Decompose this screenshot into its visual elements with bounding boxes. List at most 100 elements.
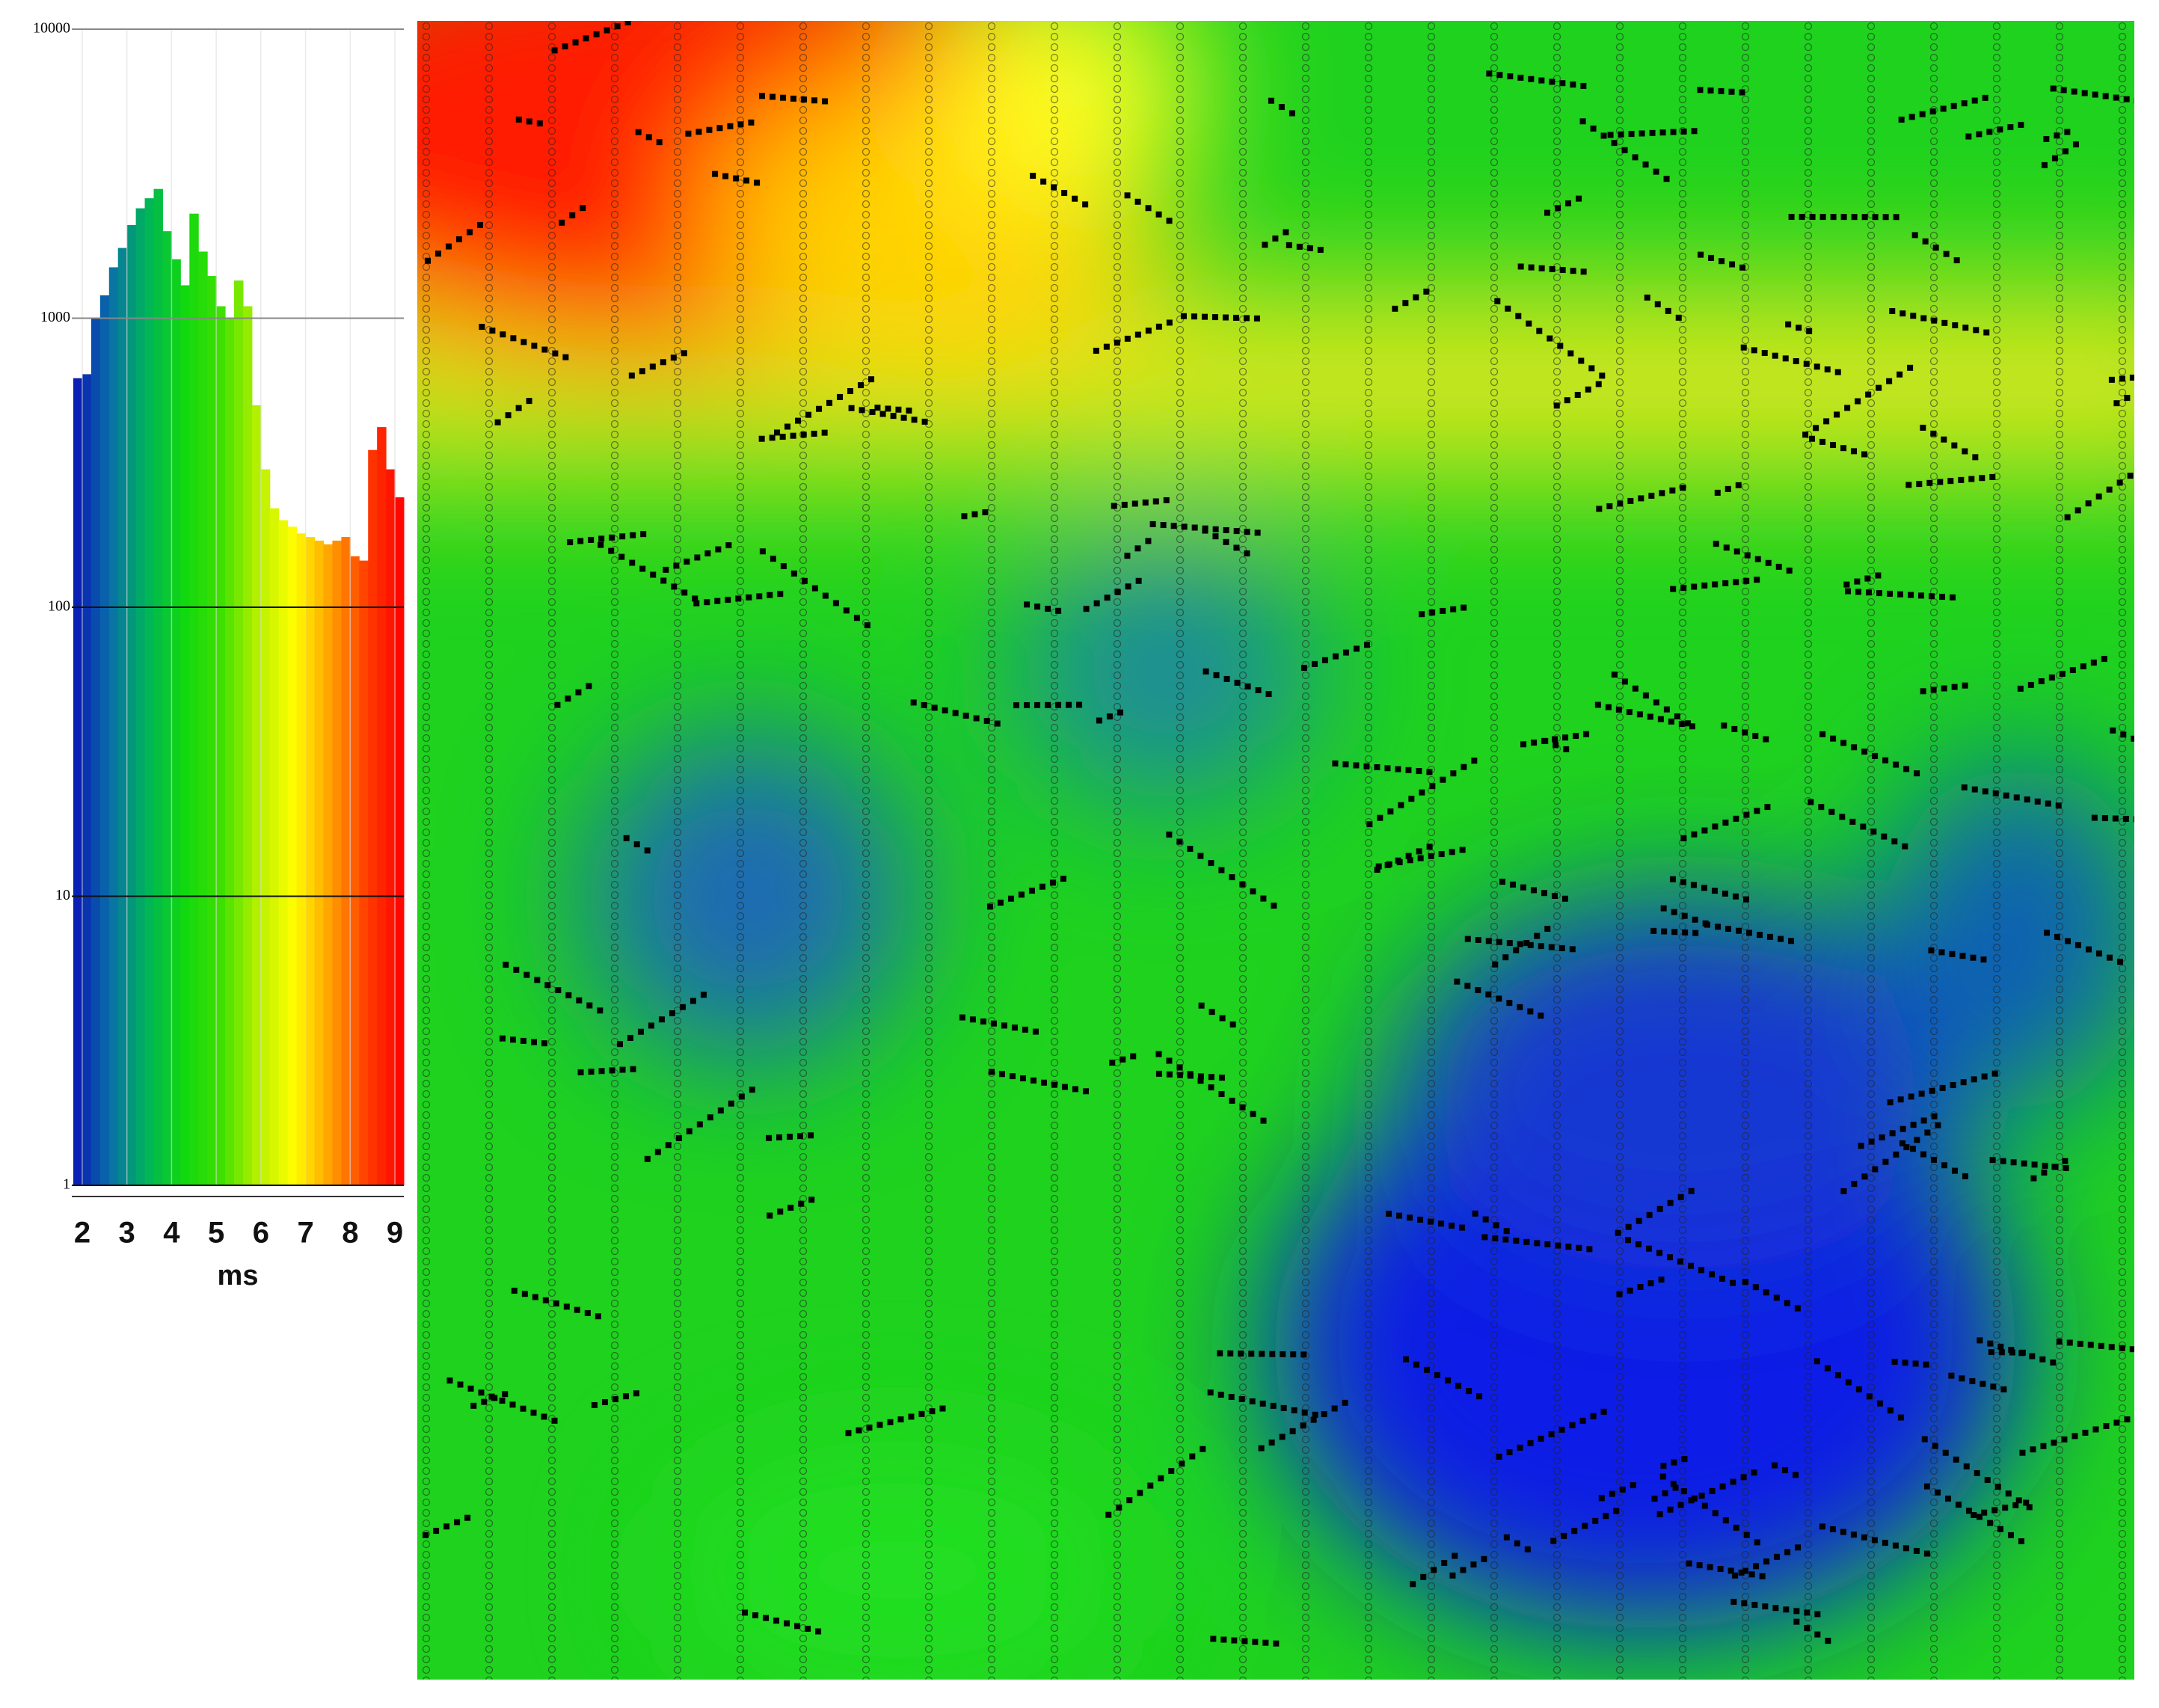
x-tick-label: 9 [387, 1217, 403, 1250]
activation-dot [1228, 1394, 1235, 1401]
activation-dot [1517, 1444, 1523, 1451]
activation-dot [1203, 668, 1209, 675]
activation-dot [690, 998, 696, 1004]
activation-dot [876, 1422, 883, 1428]
activation-dot [800, 431, 807, 438]
activation-dot [544, 982, 551, 989]
activation-dot [1374, 764, 1381, 770]
activation-dot [1124, 553, 1131, 559]
activation-dot [1166, 832, 1173, 838]
activation-dot [1396, 859, 1403, 866]
activation-dot [1121, 502, 1128, 509]
activation-dot [1893, 214, 1900, 221]
activation-dot [2041, 162, 2048, 168]
activation-dot [1663, 176, 1670, 182]
activation-dot [1941, 436, 1947, 443]
activation-dot [2127, 473, 2134, 479]
activation-dot [1991, 1507, 1998, 1514]
activation-dot [1096, 717, 1102, 724]
activation-dot [1114, 340, 1120, 346]
activation-dot [1363, 642, 1370, 648]
activation-dot [553, 1300, 559, 1307]
activation-dot [1450, 770, 1457, 777]
activation-dot [2123, 96, 2130, 102]
activation-dot [1426, 844, 1433, 850]
activation-dot [1754, 808, 1760, 814]
activation-dot [738, 1093, 745, 1100]
activation-dot [2091, 814, 2098, 821]
activation-dot [1778, 936, 1784, 942]
activation-dot [1265, 691, 1272, 698]
activation-dot [1561, 895, 1568, 902]
activation-dot [1208, 860, 1214, 867]
bar [269, 508, 280, 1185]
activation-dot [1762, 1603, 1769, 1610]
activation-dot [1342, 761, 1349, 768]
activation-dot [1160, 522, 1167, 529]
activation-dot [1588, 365, 1595, 372]
activation-dot [1914, 770, 1920, 777]
activation-dot [1774, 1553, 1781, 1560]
activation-dot [1576, 1244, 1582, 1251]
activation-dot [609, 1067, 615, 1074]
activation-dot [555, 987, 562, 994]
activation-dot [1730, 1478, 1736, 1485]
activation-dot [1988, 1349, 1994, 1356]
activation-dot [1721, 722, 1727, 729]
activation-dot [1557, 342, 1564, 349]
activation-dot [725, 597, 731, 603]
activation-dot [1513, 1238, 1520, 1244]
activation-dot [1055, 607, 1062, 614]
activation-dot [2023, 1499, 2030, 1506]
activation-dot [1621, 147, 1628, 153]
activation-dot [1179, 1460, 1185, 1467]
activation-dot [832, 600, 839, 606]
activation-dot [1799, 214, 1805, 221]
activation-dot [1191, 313, 1197, 320]
activation-dot [1040, 178, 1047, 185]
activation-dot [1950, 102, 1957, 109]
activation-dot [562, 43, 568, 50]
bar [90, 318, 101, 1185]
activation-dot [1049, 879, 1056, 886]
activation-dot [1830, 214, 1837, 221]
activation-dot [554, 701, 561, 708]
activation-dot [1625, 1223, 1632, 1230]
activation-dot [454, 1519, 461, 1526]
activation-dot [1875, 572, 1882, 579]
activation-dot [1331, 1405, 1338, 1412]
activation-dot [1244, 550, 1250, 557]
activation-dot [1845, 1379, 1852, 1386]
activation-dot [1279, 1434, 1286, 1440]
activation-dot [1719, 258, 1725, 265]
activation-dot [2043, 930, 2050, 936]
activation-dot [1039, 883, 1045, 890]
activation-dot [1476, 1393, 1483, 1400]
activation-dot [1714, 489, 1721, 496]
activation-dot [1793, 1608, 1800, 1615]
activation-dot [567, 539, 574, 546]
activation-dot [521, 1291, 528, 1297]
activation-dot [479, 324, 485, 331]
activation-dot [2102, 93, 2109, 99]
bar [180, 285, 190, 1185]
activation-dot [695, 129, 702, 135]
activation-dot [1924, 1129, 1931, 1136]
activation-dot [1212, 533, 1219, 540]
activation-dot [1268, 97, 1274, 104]
activation-dot [665, 1142, 672, 1149]
activation-dot [1492, 1235, 1499, 1241]
activation-dot [1569, 946, 1576, 953]
activation-dot [595, 1313, 601, 1320]
activation-dot [1166, 1071, 1173, 1078]
activation-dot [790, 95, 797, 102]
activation-dot [1677, 1194, 1684, 1200]
activation-dot [478, 1389, 485, 1396]
activation-dot [2069, 667, 2076, 674]
activation-dot [1513, 947, 1520, 953]
activation-dot [650, 571, 657, 578]
activation-dot [1461, 604, 1467, 611]
activation-dot [1595, 381, 1602, 387]
activation-dot [847, 388, 854, 395]
activation-dot [2019, 1449, 2026, 1456]
